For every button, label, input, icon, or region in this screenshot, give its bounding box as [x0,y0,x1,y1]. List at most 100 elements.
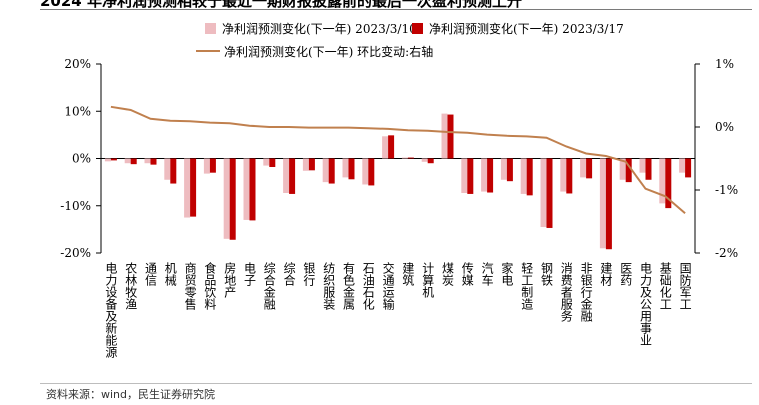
left-tick-label: 0% [72,152,91,166]
category-label: 纺织服装 [322,262,336,311]
bar-series-2 [110,158,117,161]
bar-series-2 [467,158,474,194]
category-label: 建材 [599,262,613,286]
legend-label-series-3: 净利润预测变化(下一年) 环比变动:右轴 [224,44,433,59]
category-label: 有色金属 [342,262,356,311]
category-label: 房地产 [223,261,237,299]
bar-series-2 [388,135,395,159]
category-labels: 电力设备及新能源 农林牧渔 通信 机械 商贸零售 食品饮料 房地产 电子 综合金融 综合 银行 纺织服… [104,261,692,359]
right-tick-label: 1% [715,57,734,71]
bar-series-1 [144,158,151,164]
bar-series-2 [685,158,692,178]
bar-series-1 [302,158,309,171]
bar-series-2 [170,158,177,184]
legend-label-series-2: 净利润预测变化(下一年) 2023/3/17 [429,21,624,36]
bar-series-2 [269,158,276,168]
bar-series-2 [407,157,414,159]
category-label: 综合金融 [262,262,276,311]
category-label: 传媒 [460,261,474,286]
bar-series-2 [427,158,434,164]
category-label: 煤炭 [441,262,455,287]
category-label: 食品饮料 [203,261,217,310]
category-label: 计算机 [421,262,435,298]
bar-series-1 [659,158,666,204]
bar-series-2 [209,158,216,173]
category-label: 钢铁 [540,262,554,286]
category-label: 电力设备及新能源 [104,262,118,359]
bar-series-2 [328,158,335,184]
bar-series-2 [586,158,593,179]
bar-series-1 [362,158,369,185]
category-label: 石油石化 [361,262,375,311]
bar-series-2 [368,158,375,186]
bar-series-2 [566,158,573,194]
bar-series-1 [580,158,587,178]
bar-series-1 [184,158,191,218]
bar-series-1 [639,158,646,173]
bar-series-2 [130,158,137,165]
category-label: 电子 [243,262,257,286]
bar-series-2 [229,158,236,240]
bar-series-1 [382,136,389,159]
bar-series-1 [560,158,567,192]
bar-series-1 [322,158,329,183]
bar-series-1 [283,158,290,193]
legend-swatch-series-1 [205,23,216,34]
bar-series-1 [164,158,171,180]
left-tick-label: -10% [60,199,91,213]
bar-series-2 [190,158,197,217]
bar-series-1 [481,158,488,192]
bar-series-2 [605,158,612,250]
bar-series-1 [263,158,270,166]
category-label: 轻工制造 [520,262,534,310]
footer-divider [40,383,752,384]
bar-series-1 [104,158,111,162]
right-tick-label: -1% [715,183,738,197]
bar-series-1 [520,158,527,194]
legend: 净利润预测变化(下一年) 2023/3/10 净利润预测变化(下一年) 2023… [196,21,624,59]
bar-series-1 [223,158,230,239]
category-label: 建筑 [401,262,415,286]
bar-series-2 [546,158,553,228]
category-label: 商贸零售 [183,261,197,310]
category-label: 消费者服务 [559,262,573,322]
category-label: 家电 [500,261,514,286]
bar-series-1 [441,113,448,159]
bar-series-2 [150,158,157,165]
bar-series-2 [308,158,315,171]
category-label: 医药 [619,262,633,286]
bar-series-1 [421,158,428,162]
bar-series-2 [526,158,533,196]
bar-series-2 [289,158,296,194]
bar-series-2 [645,158,652,180]
bar-series-2 [348,158,355,180]
line-series [110,105,686,215]
line-series-path [110,105,686,215]
axes: 20% 10% 0% -10% -20% 1% 0% -1% -2% [60,57,738,260]
legend-label-series-1: 净利润预测变化(下一年) 2023/3/10 [222,21,417,36]
category-label: 银行 [302,262,316,286]
category-label: 通信 [144,262,158,287]
category-label: 交通运输 [381,261,395,311]
category-label: 非银行金融 [579,262,593,323]
category-label: 国防军工 [678,262,692,310]
right-tick-label: -2% [715,246,738,260]
category-label: 电力及公用事业 [639,262,653,346]
category-label: 汽车 [480,261,494,287]
bar-series-2 [249,158,256,221]
page-title: 2024 年净利润预测相较于最近一期财报披露前的最后一次盈利预测上升 [40,0,522,10]
bar-series-2 [625,158,632,183]
category-label: 综合 [282,262,296,286]
bar-series-1 [619,158,626,180]
bar-series-1 [401,157,408,159]
left-tick-label: 10% [64,104,91,118]
bar-series-1 [679,158,686,173]
source-note: 资料来源：wind，民生证券研究院 [46,388,216,401]
title-divider [40,9,752,10]
bar-series-2 [665,158,672,209]
bar-series-2 [487,158,494,193]
bar-series-1 [599,158,606,249]
left-tick-label: 20% [64,57,91,71]
bar-series-1 [243,158,250,220]
